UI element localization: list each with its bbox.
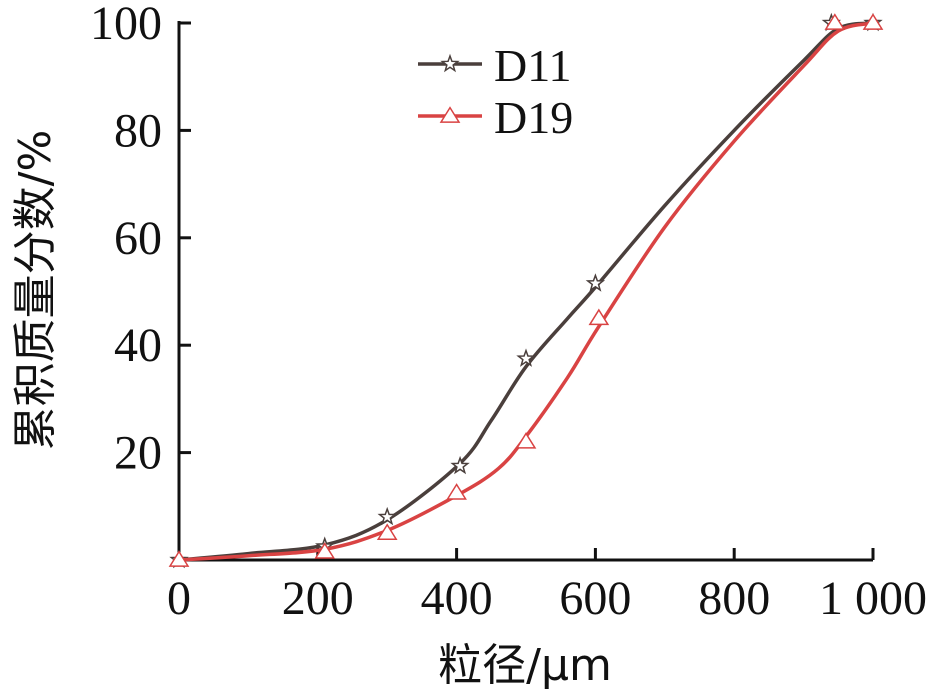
data-point-d11 [377, 506, 397, 526]
x-tick-label: 600 [559, 572, 631, 625]
legend-marker-star [440, 53, 460, 73]
data-point-d19 [862, 13, 884, 30]
x-tick-label: 200 [282, 572, 354, 625]
series-line-d11 [178, 21, 874, 562]
x-axis-title: 粒径/μm [438, 640, 612, 691]
data-point-d11 [450, 455, 470, 475]
series-layer [168, 12, 884, 569]
data-point-d19 [314, 542, 336, 559]
x-tick-label: 800 [698, 572, 770, 625]
x-tick-label: 0 [167, 572, 191, 625]
y-tick-label: 80 [114, 104, 162, 157]
data-point-d19 [588, 308, 610, 326]
data-point-d19 [168, 550, 190, 567]
legend-label: D19 [494, 92, 573, 143]
data-point-d11 [516, 348, 536, 367]
data-point-d19 [515, 432, 537, 449]
x-tick-label: 1 000 [819, 572, 927, 625]
x-tick-label: 400 [421, 572, 493, 625]
legend-label: D11 [494, 40, 572, 91]
axes [177, 21, 875, 562]
data-point-d19 [446, 483, 467, 500]
data-point-d19 [824, 13, 846, 30]
data-point-d19 [376, 523, 398, 540]
legend-marker-triangle [439, 106, 461, 123]
data-point-d11 [585, 273, 606, 292]
y-tick-label: 100 [90, 0, 162, 50]
tick-labels: 0 200 400 600 800 1 000 20 40 60 80 100 [90, 0, 927, 625]
y-tick-label: 20 [114, 427, 162, 480]
y-tick-label: 60 [114, 212, 162, 265]
series-line-d19 [178, 21, 874, 562]
y-axis-title: 累积质量分数/% [10, 130, 61, 451]
y-tick-label: 40 [114, 319, 162, 372]
